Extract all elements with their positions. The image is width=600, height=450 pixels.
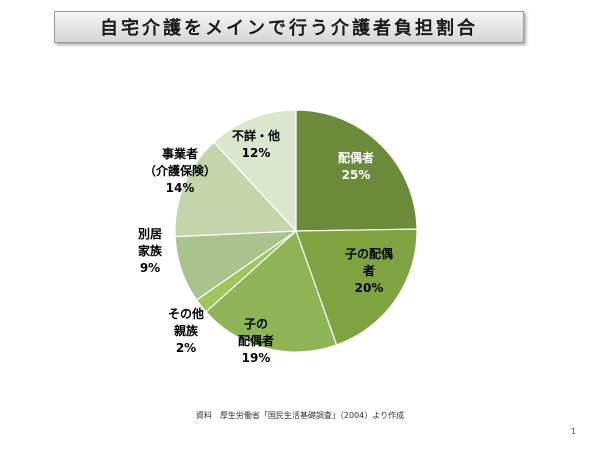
slice-label: 子の配偶者 20% <box>345 246 393 295</box>
slice-label: 別居家族 9% <box>137 227 163 275</box>
pie-slice <box>205 229 338 353</box>
pie-slice <box>212 109 297 233</box>
slice-label: 子の配偶者 19% <box>238 317 274 365</box>
pie-slice <box>174 141 298 238</box>
source-note: 資料 厚生労働省「国民生活基礎調査」（2004）より作成 <box>195 411 405 420</box>
slice-label: 配偶者 25% <box>338 150 374 182</box>
pie-slice <box>295 109 418 232</box>
pie-slice <box>295 228 418 346</box>
chart-title: 自宅介護をメインで行う介護者負担割合 <box>100 18 478 39</box>
slice-label: その他親族 2% <box>168 306 204 355</box>
slice-label: 事業者（介護保険） 14% <box>144 146 216 195</box>
slice-label: 不詳・他 12% <box>232 128 280 160</box>
title-banner: 自宅介護をメインで行う介護者負担割合 <box>54 11 524 43</box>
page-number: 1 <box>570 427 576 436</box>
